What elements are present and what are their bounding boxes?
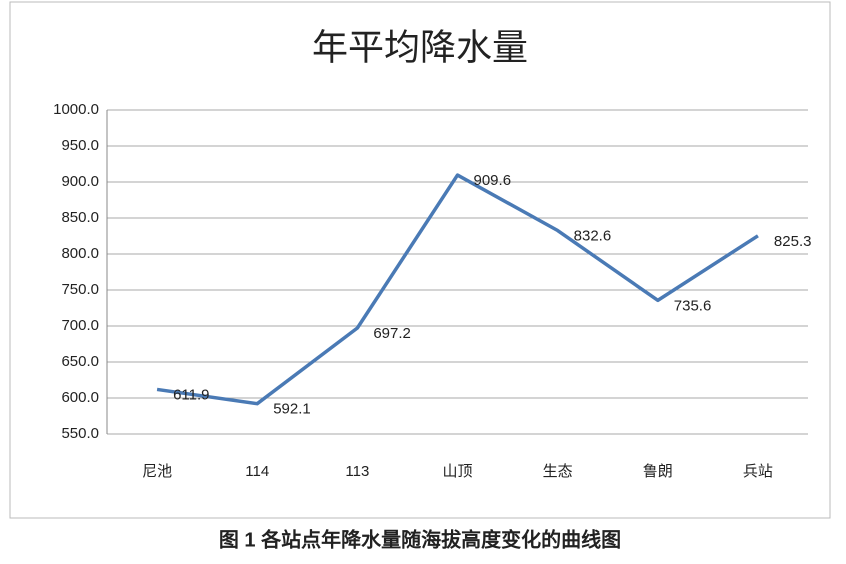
chart-title: 年平均降水量 — [312, 27, 528, 68]
y-tick-label: 1000.0 — [53, 101, 99, 118]
y-tick-label: 550.0 — [61, 425, 99, 442]
x-tick-label: 114 — [245, 463, 269, 480]
x-tick-label: 鲁朗 — [643, 463, 673, 480]
data-line — [156, 173, 759, 406]
x-tick-label: 兵站 — [743, 463, 773, 480]
y-tick-label: 800.0 — [61, 245, 99, 262]
data-label: 611.9 — [173, 386, 209, 403]
x-tick-label: 生态 — [543, 463, 573, 480]
x-tick-label: 113 — [345, 463, 369, 480]
x-tick-label: 尼池 — [142, 463, 172, 480]
y-tick-label: 950.0 — [61, 137, 99, 154]
data-label: 735.6 — [674, 297, 712, 314]
y-tick-label: 850.0 — [61, 209, 99, 226]
y-tick-label: 700.0 — [61, 317, 99, 334]
y-tick-label: 900.0 — [61, 173, 99, 190]
data-label: 697.2 — [373, 325, 411, 342]
y-tick-label: 650.0 — [61, 353, 99, 370]
y-tick-label: 600.0 — [61, 389, 99, 406]
caption: 图 1 各站点年降水量随海拔高度变化的曲线图 — [219, 527, 621, 551]
data-label: 832.6 — [574, 227, 612, 244]
data-label: 592.1 — [273, 401, 311, 418]
data-label: 825.3 — [774, 233, 812, 250]
y-tick-label: 750.0 — [61, 281, 99, 298]
data-label: 909.6 — [474, 172, 512, 189]
chart-frame — [9, 1, 831, 519]
x-tick-label: 山顶 — [442, 463, 472, 480]
